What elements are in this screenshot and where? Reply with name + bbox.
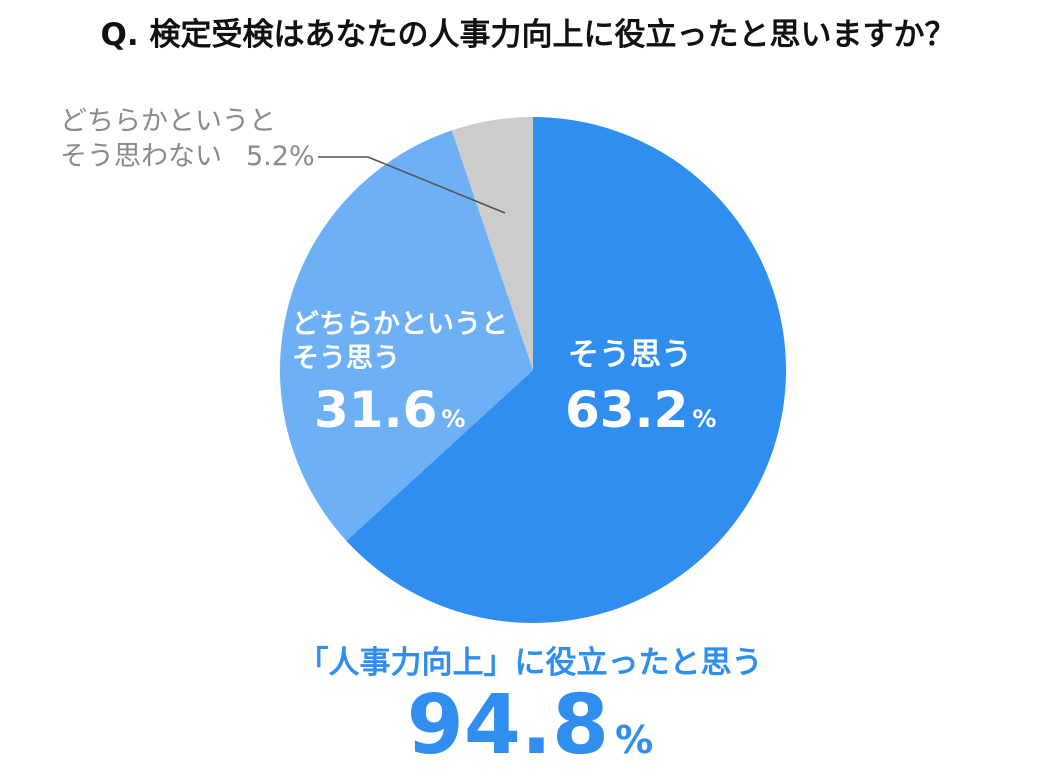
slice-unit-agree: % <box>692 405 716 433</box>
slice-label-somewhat-agree-line2: そう思う <box>292 343 400 374</box>
leader-line-diagonal <box>367 156 506 214</box>
slice-label-somewhat-disagree-line1: どちらかというと <box>60 106 276 137</box>
pie-slice-somewhat-disagree <box>451 117 533 370</box>
slice-label-agree: そう思う <box>568 337 692 373</box>
pie-slice-somewhat-agree <box>279 130 533 541</box>
summary-value: 94.8 <box>407 678 609 773</box>
slice-value-somewhat-agree-group: 31.6% <box>314 381 465 439</box>
slice-unit-somewhat-agree: % <box>441 405 465 433</box>
pie-slice-agree <box>346 117 787 623</box>
slice-value-agree-group: 63.2% <box>565 381 716 439</box>
slice-value-somewhat-disagree: 5.2% <box>246 141 315 172</box>
slice-label-somewhat-agree-line1: どちらかというと <box>292 309 508 340</box>
pie-slices <box>279 117 787 623</box>
summary-value-group: 94.8% <box>407 678 653 773</box>
slice-label-somewhat-disagree-line2: そう思わない <box>60 141 222 172</box>
slice-value-somewhat-agree: 31.6 <box>314 381 437 439</box>
slice-value-agree: 63.2 <box>565 381 688 439</box>
summary-unit: % <box>615 718 653 762</box>
chart-title: Q. 検定受検はあなたの人事力向上に役立ったと思いますか？ <box>101 17 956 53</box>
summary-label: 「人事力向上」に役立ったと思う <box>298 645 763 681</box>
